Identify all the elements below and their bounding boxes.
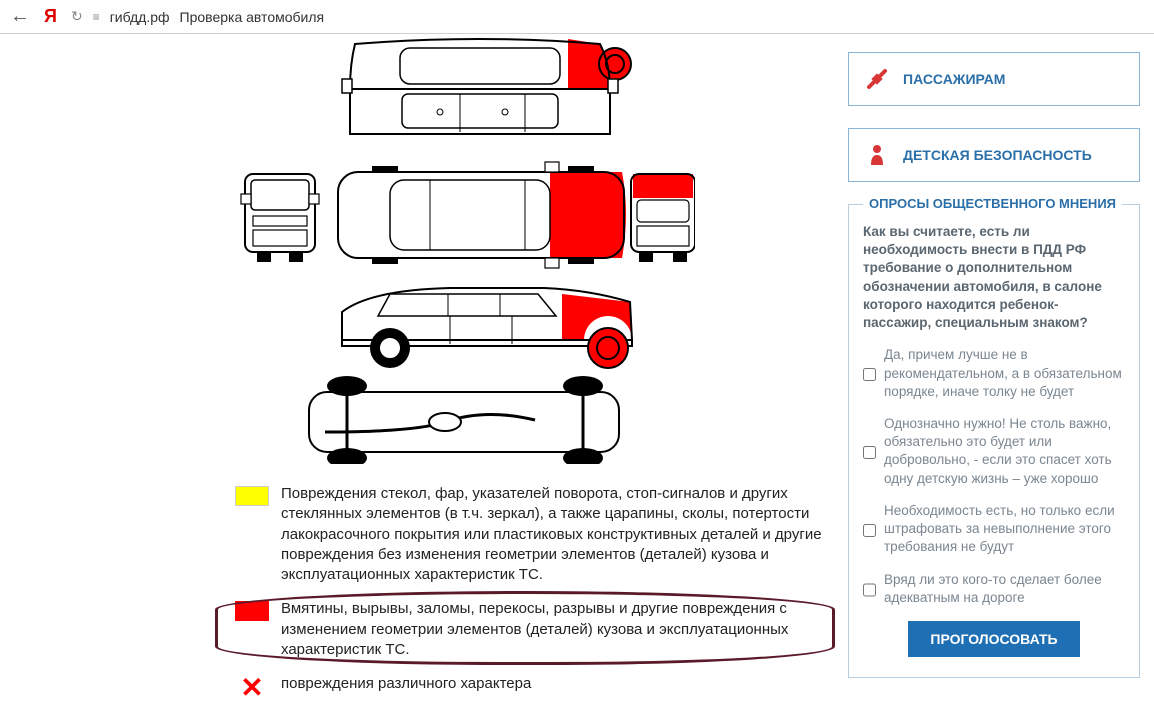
swatch-red-icon (235, 601, 269, 621)
poll-option[interactable]: Вряд ли это кого-то сделает более адеква… (863, 571, 1125, 607)
swatch-yellow-icon (235, 486, 269, 506)
vote-button[interactable]: ПРОГОЛОСОВАТЬ (908, 621, 1079, 657)
seatbelt-icon (865, 67, 889, 91)
poll-option[interactable]: Необходимость есть, но только если штраф… (863, 502, 1125, 557)
legend-row-yellow: Повреждения стекол, фар, указателей пово… (235, 484, 830, 585)
poll-widget: ОПРОСЫ ОБЩЕСТВЕННОГО МНЕНИЯ Как вы счита… (848, 204, 1140, 678)
legend-text-red: Вмятины, вырывы, заломы, перекосы, разры… (281, 599, 830, 660)
poll-checkbox[interactable] (863, 504, 876, 557)
sidebar-link-label: ДЕТСКАЯ БЕЗОПАСНОСТЬ (903, 147, 1092, 163)
poll-checkbox[interactable] (863, 417, 876, 488)
damage-legend: Повреждения стекол, фар, указателей пово… (235, 484, 830, 702)
poll-option-label: Да, причем лучше не в рекомендательном, … (884, 346, 1125, 401)
poll-option[interactable]: Да, причем лучше не в рекомендательном, … (863, 346, 1125, 401)
poll-checkbox[interactable] (863, 573, 876, 607)
sidebar-link-child-safety[interactable]: ДЕТСКАЯ БЕЗОПАСНОСТЬ (848, 128, 1140, 182)
legend-row-x: ✕ повреждения различного характера (235, 674, 830, 702)
browser-logo[interactable]: Я (44, 6, 57, 27)
poll-question: Как вы считаете, есть ли необходимость в… (863, 223, 1125, 332)
sidebar-link-label: ПАССАЖИРАМ (903, 71, 1005, 87)
reload-icon[interactable]: ↻ (71, 8, 83, 25)
page-title: Проверка автомобиля (180, 9, 325, 25)
legend-text-x: повреждения различного характера (281, 674, 531, 702)
poll-option-label: Необходимость есть, но только если штраф… (884, 502, 1125, 557)
browser-toolbar: ← Я ↻ ≡ гибдд.рф Проверка автомобиля (0, 0, 1154, 34)
site-info-icon[interactable]: ≡ (93, 10, 100, 24)
legend-text-yellow: Повреждения стекол, фар, указателей пово… (281, 484, 830, 585)
url-domain[interactable]: гибдд.рф (110, 9, 170, 25)
legend-row-red: Вмятины, вырывы, заломы, перекосы, разры… (235, 599, 830, 660)
car-damage-diagram (235, 34, 695, 464)
sidebar-link-passengers[interactable]: ПАССАЖИРАМ (848, 52, 1140, 106)
x-mark-icon: ✕ (235, 674, 269, 702)
poll-checkbox[interactable] (863, 348, 876, 401)
poll-title: ОПРОСЫ ОБЩЕСТВЕННОГО МНЕНИЯ (863, 196, 1122, 211)
poll-option-label: Однозначно нужно! Не столь важно, обязат… (884, 415, 1125, 488)
back-icon[interactable]: ← (10, 5, 30, 28)
poll-option[interactable]: Однозначно нужно! Не столь важно, обязат… (863, 415, 1125, 488)
child-icon (865, 143, 889, 167)
poll-option-label: Вряд ли это кого-то сделает более адеква… (884, 571, 1125, 607)
